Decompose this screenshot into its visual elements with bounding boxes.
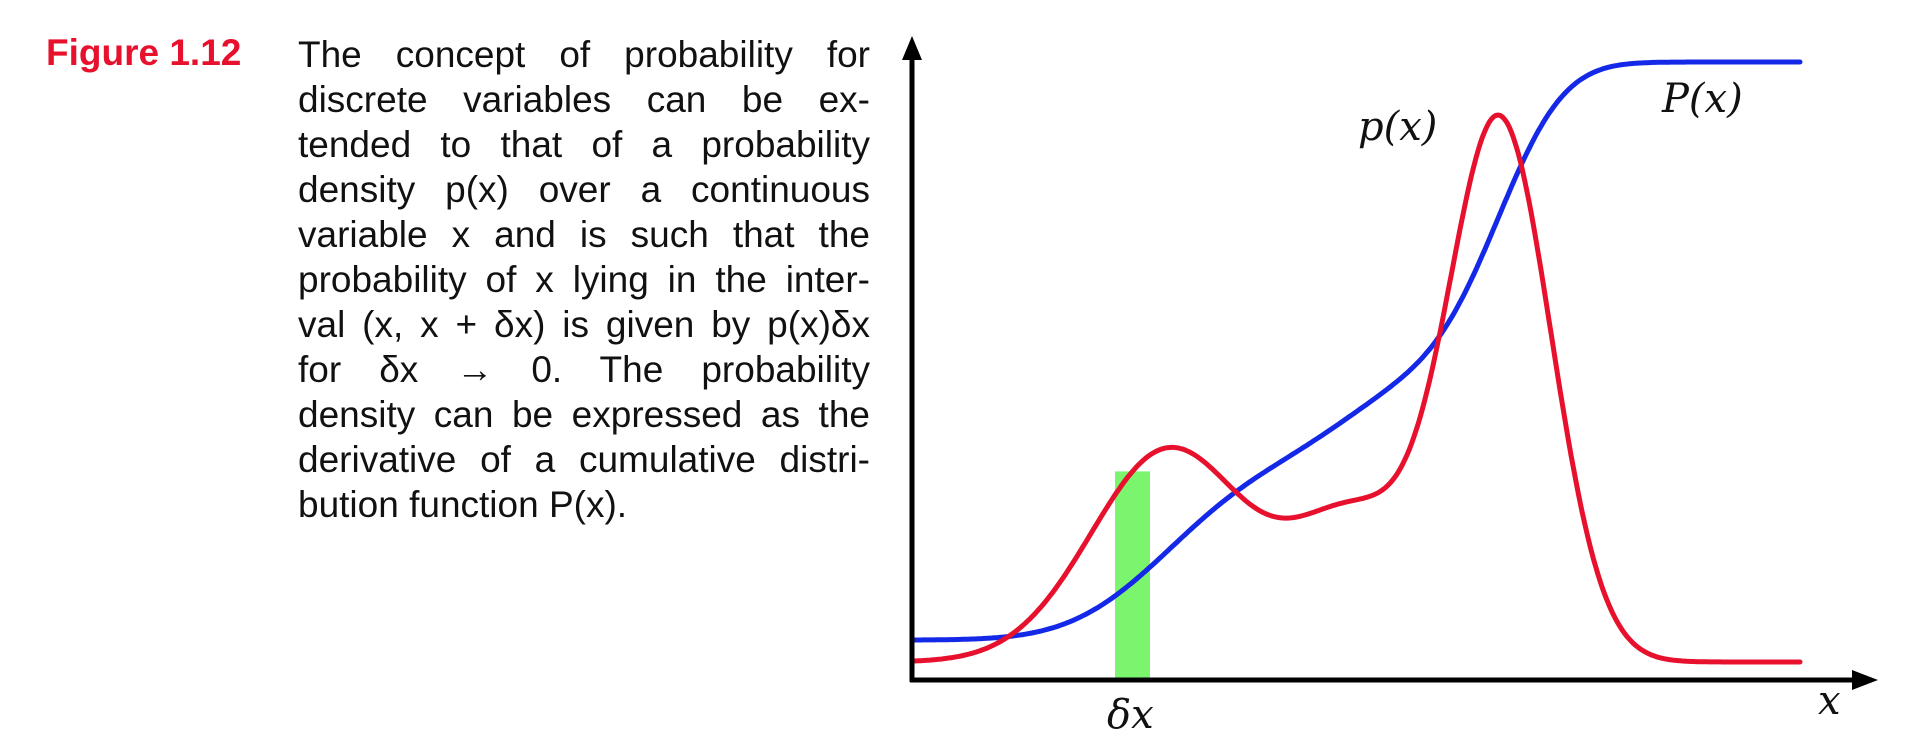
pdf-curve-p [909, 112, 1803, 665]
figure-caption: The concept of probability for discrete … [298, 32, 870, 527]
caption-line: derivative of a cumulative distri- [298, 439, 870, 480]
caption-line: density can be expressed as the [298, 394, 870, 435]
caption-line: tended to that of a probability [298, 124, 870, 165]
y-axis-arrow [902, 36, 922, 60]
delta-x-label: δx [1107, 692, 1154, 738]
caption-line: bution function P(x). [298, 484, 628, 525]
caption-line: probability of x lying in the inter- [298, 259, 870, 300]
caption-line: for δx → 0. The probability [298, 349, 870, 390]
cdf-curve-label: P(x) [1661, 76, 1743, 122]
pdf-curve-label: p(x) [1358, 104, 1437, 150]
delta-x-strip [1115, 471, 1150, 680]
cdf-curve-P [909, 59, 1803, 643]
caption-line: density p(x) over a continuous [298, 169, 870, 210]
x-axis-label: x [1818, 678, 1841, 724]
caption-line: variable x and is such that the [298, 214, 870, 255]
figure-label: Figure 1.12 [46, 32, 242, 73]
caption-line: val (x, x + δx) is given by p(x)δx [298, 304, 870, 345]
caption-line: The concept of probability for [298, 34, 870, 75]
x-axis-arrow [1852, 670, 1878, 690]
caption-line: discrete variables can be ex- [298, 79, 870, 120]
